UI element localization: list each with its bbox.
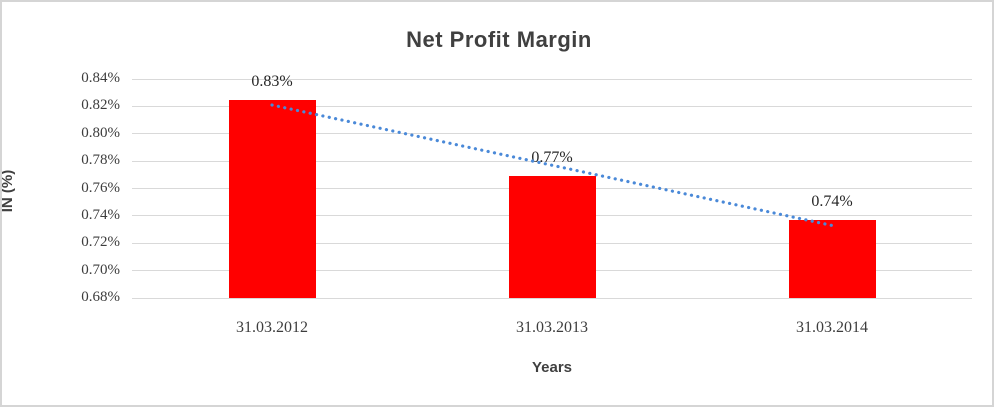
chart-title: Net Profit Margin xyxy=(406,27,592,52)
y-axis-tick-label: 0.74% xyxy=(81,206,120,223)
bar-data-label: 0.83% xyxy=(251,72,293,90)
y-axis-tick-label: 0.68% xyxy=(81,289,120,305)
y-axis-tick-label: 0.78% xyxy=(81,152,120,169)
y-axis-title: IN (%) xyxy=(0,169,16,213)
x-axis-tick-label: 31.03.2014 xyxy=(796,319,868,336)
gridline xyxy=(132,78,972,80)
x-axis-tick-label: 31.03.2012 xyxy=(236,319,308,336)
y-axis-tick-label: 0.70% xyxy=(81,261,120,278)
x-axis-title: Years xyxy=(531,359,573,376)
x-axis-tick-label: 31.03.2013 xyxy=(516,319,588,336)
bar-data-label: 0.74% xyxy=(811,192,853,210)
bar-data-label: 0.77% xyxy=(531,149,573,167)
y-axis-tick-label: 0.72% xyxy=(81,234,120,251)
y-axis-tick-label: 0.84% xyxy=(81,70,120,86)
gridline xyxy=(132,297,972,299)
y-axis-tick-label: 0.76% xyxy=(81,179,120,196)
y-axis-tick-label: 0.82% xyxy=(81,97,120,114)
bar xyxy=(508,176,596,298)
y-axis-tick-label: 0.80% xyxy=(81,124,120,141)
bar xyxy=(788,219,876,298)
bar xyxy=(228,99,316,298)
